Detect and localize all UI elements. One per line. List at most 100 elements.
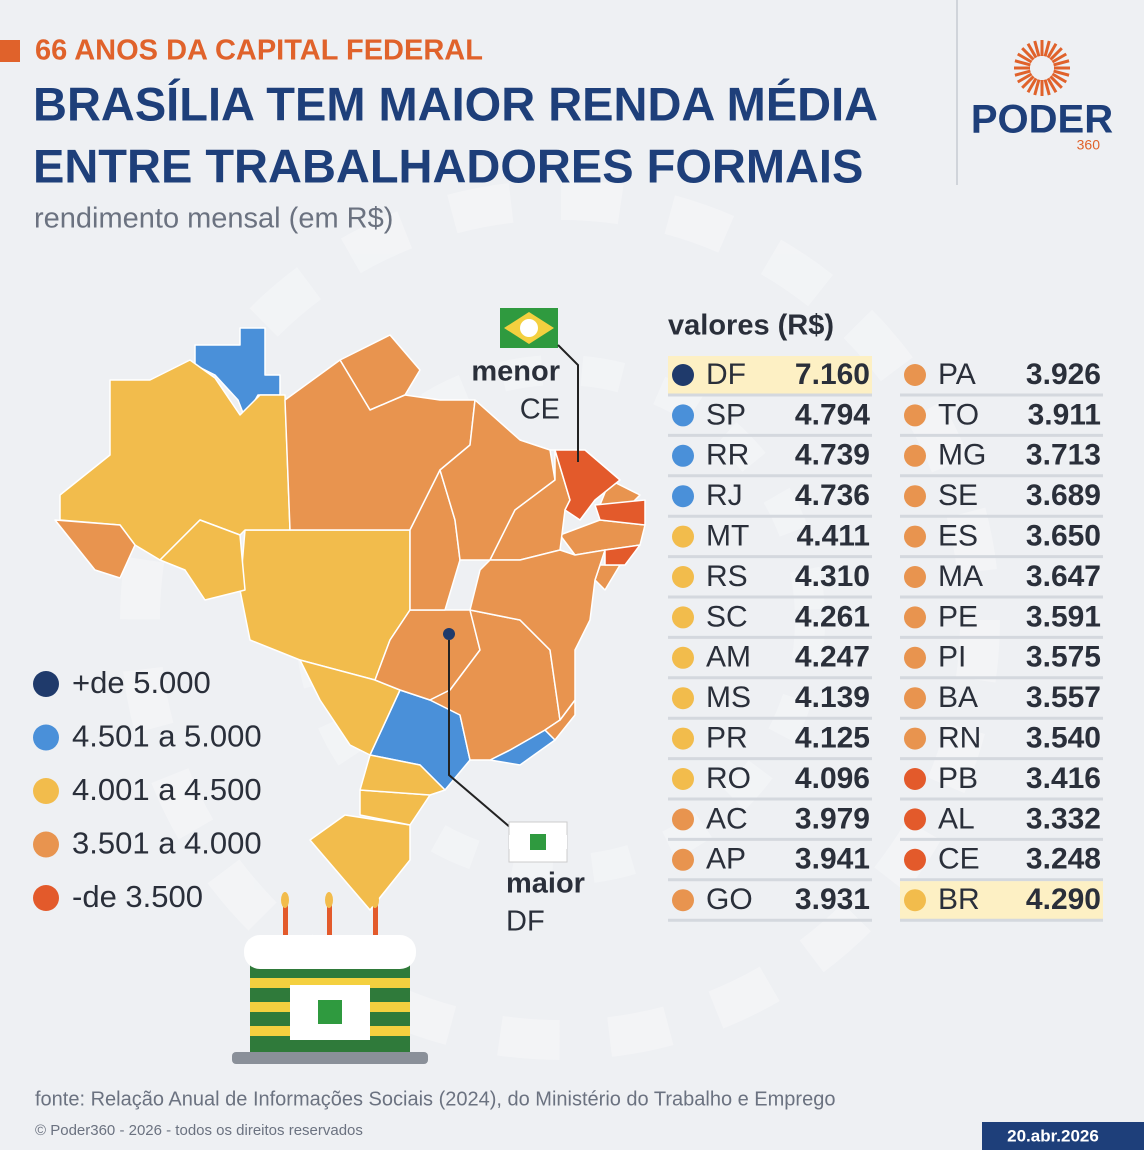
background-rays bbox=[120, 180, 1000, 1060]
row-state: RN bbox=[938, 722, 981, 755]
state-shape bbox=[594, 499, 646, 526]
row-dot bbox=[904, 808, 926, 831]
row-dot bbox=[672, 848, 694, 871]
row-dot bbox=[672, 404, 694, 427]
legend-label: 4.001 a 4.500 bbox=[72, 772, 262, 807]
sun-ray bbox=[1043, 40, 1051, 57]
row-dot bbox=[672, 364, 694, 386]
row-state: SP bbox=[706, 398, 746, 431]
row-dot bbox=[672, 889, 694, 912]
row-value: 4.739 bbox=[795, 439, 870, 472]
legend-swatch bbox=[33, 724, 59, 751]
row-dot bbox=[672, 646, 694, 669]
date-badge bbox=[982, 1122, 1144, 1150]
row-dot bbox=[672, 727, 694, 750]
row-value: 4.096 bbox=[795, 762, 870, 795]
row-value: 4.247 bbox=[795, 641, 870, 674]
row-dot bbox=[672, 768, 694, 790]
row-value: 3.248 bbox=[1026, 843, 1101, 876]
row-highlight bbox=[668, 356, 872, 394]
callout-state: DF bbox=[506, 906, 545, 938]
flag-ce bbox=[500, 308, 558, 348]
legend-label: 4.501 a 5.000 bbox=[72, 719, 262, 754]
row-value: 4.736 bbox=[795, 479, 870, 512]
row-state: PA bbox=[938, 358, 976, 391]
sun-ray bbox=[1049, 75, 1063, 89]
row-value: 3.979 bbox=[795, 802, 870, 835]
legend-label: -de 3.500 bbox=[72, 879, 203, 914]
row-state: SE bbox=[938, 479, 978, 512]
sun-ray bbox=[1051, 52, 1067, 64]
row-dot bbox=[672, 566, 694, 588]
row-dot bbox=[904, 525, 926, 548]
sun-ray bbox=[1026, 77, 1038, 93]
sun-ray bbox=[1026, 43, 1038, 59]
row-value: 4.794 bbox=[795, 398, 870, 431]
state-shape bbox=[159, 519, 246, 601]
row-dot bbox=[672, 525, 694, 548]
sun-ray bbox=[1053, 69, 1070, 77]
row-dot bbox=[904, 646, 926, 669]
row-state: MG bbox=[938, 439, 986, 472]
capital-dot bbox=[443, 628, 455, 640]
row-state: RJ bbox=[706, 479, 743, 512]
copyright: © Poder360 - 2026 - todos os direitos re… bbox=[35, 1122, 363, 1139]
row-value: 3.557 bbox=[1026, 681, 1101, 714]
legend-swatch bbox=[33, 885, 59, 911]
row-dot bbox=[904, 485, 926, 508]
callout-line bbox=[557, 344, 579, 462]
legend-swatch bbox=[33, 778, 59, 804]
row-value: 3.575 bbox=[1026, 641, 1101, 674]
logo-name: PODER bbox=[971, 98, 1113, 142]
row-value: 3.650 bbox=[1026, 520, 1101, 553]
row-highlight bbox=[900, 881, 1103, 920]
row-state: BA bbox=[938, 681, 978, 714]
sun-ray bbox=[1017, 72, 1033, 84]
row-state: SC bbox=[706, 600, 748, 633]
sun-ray bbox=[1051, 72, 1067, 84]
row-value: 4.125 bbox=[795, 722, 870, 755]
source: fonte: Relação Anual de Informações Soci… bbox=[35, 1088, 835, 1110]
legend: +de 5.000 4.501 a 5.000 4.001 a 4.500 3.501… bbox=[33, 665, 262, 914]
row-value: 3.332 bbox=[1026, 802, 1101, 835]
table-title: valores (R$) bbox=[668, 310, 834, 342]
row-state: AP bbox=[706, 843, 746, 876]
row-value: 3.941 bbox=[795, 843, 870, 876]
row-value: 7.160 bbox=[795, 358, 870, 391]
kicker: 66 ANOS DA CAPITAL FEDERAL bbox=[35, 35, 483, 67]
row-dot bbox=[904, 848, 926, 871]
subtitle: rendimento mensal (em R$) bbox=[34, 203, 393, 235]
row-state: PI bbox=[938, 641, 966, 674]
legend-swatch bbox=[33, 831, 59, 858]
row-state: AM bbox=[706, 641, 751, 674]
legend-label: 3.501 a 4.000 bbox=[72, 826, 262, 861]
row-dot bbox=[672, 808, 694, 831]
row-state: PE bbox=[938, 600, 978, 633]
row-state: MT bbox=[706, 520, 749, 553]
callout-label: menor bbox=[471, 356, 560, 388]
sun-ray bbox=[1033, 79, 1041, 96]
row-dot bbox=[904, 566, 926, 588]
row-dot bbox=[672, 687, 694, 710]
row-dot bbox=[904, 889, 926, 912]
row-value: 3.689 bbox=[1026, 479, 1101, 512]
logo-number: 360 bbox=[1077, 137, 1101, 153]
state-shape bbox=[359, 754, 446, 796]
row-dot bbox=[904, 404, 926, 427]
row-state: PB bbox=[938, 762, 978, 795]
row-dot bbox=[904, 606, 926, 629]
sun-ray bbox=[1014, 59, 1031, 67]
callout-state: CE bbox=[520, 394, 560, 426]
row-value: 4.411 bbox=[797, 520, 870, 553]
state-shape bbox=[469, 549, 606, 721]
row-state: MS bbox=[706, 681, 751, 714]
flag-df bbox=[508, 821, 568, 863]
row-dot bbox=[672, 606, 694, 629]
row-state: RO bbox=[706, 762, 751, 795]
row-value: 3.540 bbox=[1026, 722, 1101, 755]
sun-ray bbox=[1021, 47, 1035, 61]
row-state: RS bbox=[706, 560, 748, 593]
legend-swatch bbox=[33, 671, 59, 697]
state-shape bbox=[604, 544, 641, 566]
